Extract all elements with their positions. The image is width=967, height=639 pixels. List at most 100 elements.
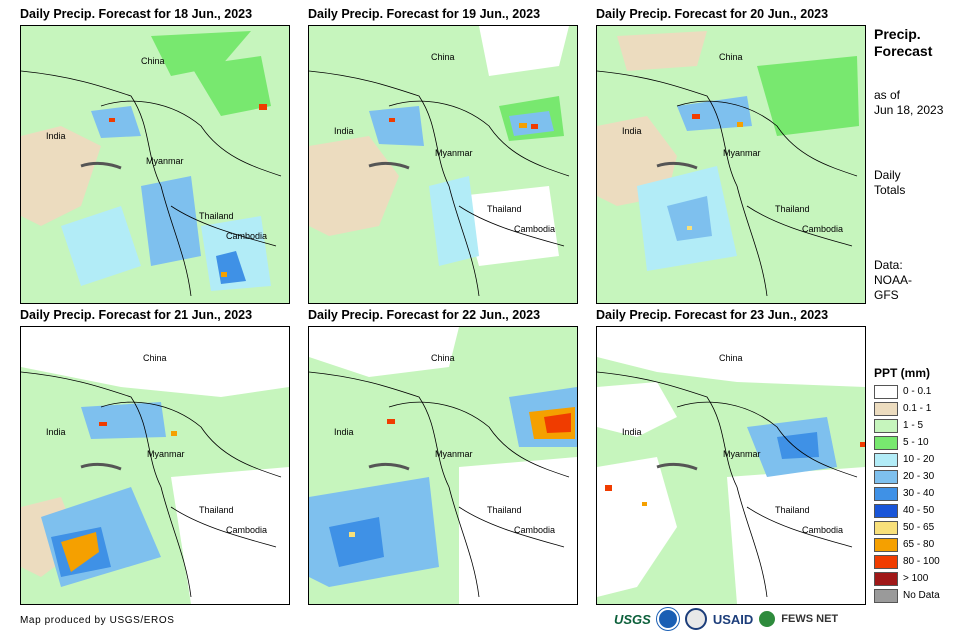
panel-title: Daily Precip. Forecast for 19 Jun., 2023 (308, 7, 541, 21)
legend-item: 20 - 30 (874, 468, 940, 485)
legend-label: No Data (903, 590, 940, 601)
sidebar-daily: Daily Totals (874, 168, 905, 198)
panel-title: Daily Precip. Forecast for 21 Jun., 2023 (20, 308, 253, 322)
legend-label: 10 - 20 (903, 454, 935, 465)
label-china: China (431, 52, 455, 62)
legend-swatch (874, 554, 898, 569)
label-cambodia: Cambodia (226, 525, 268, 535)
precip-map: China India Myanmar Thailand Cambodia (20, 25, 290, 304)
label-myanmar: Myanmar (435, 449, 473, 459)
label-cambodia: Cambodia (802, 224, 844, 234)
legend-swatch (874, 486, 898, 501)
label-india: India (622, 427, 642, 437)
legend-item: 50 - 65 (874, 519, 940, 536)
map-graphic (21, 26, 289, 303)
label-cambodia: Cambodia (514, 525, 556, 535)
label-thailand: Thailand (775, 505, 810, 515)
legend-item: No Data (874, 587, 940, 604)
data-line-1: Data: (874, 258, 903, 272)
label-cambodia: Cambodia (226, 231, 268, 241)
label-myanmar: Myanmar (723, 449, 761, 459)
legend-item: 5 - 10 (874, 434, 940, 451)
legend-item: 65 - 80 (874, 536, 940, 553)
map-graphic (309, 26, 577, 303)
label-india: India (334, 126, 354, 136)
legend-item: 80 - 100 (874, 553, 940, 570)
legend-item: 30 - 40 (874, 485, 940, 502)
label-china: China (431, 353, 455, 363)
label-thailand: Thailand (487, 204, 522, 214)
legend-label: 30 - 40 (903, 488, 935, 499)
asof-line-1: as of (874, 88, 901, 102)
legend-swatch (874, 452, 898, 467)
map-graphic (597, 327, 865, 604)
legend-label: > 100 (903, 573, 929, 584)
map-graphic (21, 327, 289, 604)
legend-title: PPT (mm) (874, 366, 931, 380)
legend-item: 10 - 20 (874, 451, 940, 468)
legend-swatch (874, 588, 898, 603)
label-china: China (143, 353, 167, 363)
legend-swatch (874, 469, 898, 484)
legend-swatch (874, 435, 898, 450)
logo-bar: USGS USAID FEWS NET (614, 608, 838, 630)
label-thailand: Thailand (199, 505, 234, 515)
legend-item: 0 - 0.1 (874, 383, 940, 400)
map-graphic (309, 327, 577, 604)
label-myanmar: Myanmar (723, 148, 761, 158)
legend: 0 - 0.1 0.1 - 1 1 - 5 5 - 10 10 - 20 20 … (874, 383, 940, 604)
label-myanmar: Myanmar (146, 156, 184, 166)
legend-item: > 100 (874, 570, 940, 587)
legend-item: 1 - 5 (874, 417, 940, 434)
legend-swatch (874, 520, 898, 535)
fews-globe-icon (759, 611, 776, 627)
panel-title: Daily Precip. Forecast for 20 Jun., 2023 (596, 7, 829, 21)
sidebar-asof: as of Jun 18, 2023 (874, 88, 943, 118)
title-line-1: Precip. (874, 26, 921, 42)
map-graphic (597, 26, 865, 303)
precip-map: China India Myanmar Thailand Cambodia (308, 25, 578, 304)
panel-title: Daily Precip. Forecast for 23 Jun., 2023 (596, 308, 829, 322)
daily-line-2: Totals (874, 183, 906, 197)
legend-item: 0.1 - 1 (874, 400, 940, 417)
legend-label: 0.1 - 1 (903, 403, 932, 414)
legend-swatch (874, 503, 898, 518)
noaa-logo-icon (656, 608, 679, 630)
label-india: India (622, 126, 642, 136)
sidebar-data: Data: NOAA- GFS (874, 258, 912, 303)
legend-label: 1 - 5 (903, 420, 924, 431)
label-cambodia: Cambodia (514, 224, 556, 234)
legend-swatch (874, 384, 898, 399)
usaid-logo: USAID (712, 611, 754, 627)
precip-map: China India Myanmar Thailand Cambodia (308, 326, 578, 605)
label-india: India (334, 427, 354, 437)
legend-label: 20 - 30 (903, 471, 935, 482)
legend-label: 5 - 10 (903, 437, 929, 448)
fewsnet-logo: FEWS NET (781, 613, 839, 625)
label-india: India (46, 427, 66, 437)
daily-line-1: Daily (874, 168, 901, 182)
panel-title: Daily Precip. Forecast for 22 Jun., 2023 (308, 308, 541, 322)
precip-map: China India Myanmar Thailand Cambodia (20, 326, 290, 605)
legend-label: 50 - 65 (903, 522, 935, 533)
label-thailand: Thailand (199, 211, 234, 221)
usgs-logo: USGS (614, 611, 651, 627)
precip-map: China India Myanmar Thailand Cambodia (596, 326, 866, 605)
label-china: China (719, 353, 743, 363)
label-myanmar: Myanmar (435, 148, 473, 158)
footer-credit: Map produced by USGS/EROS (20, 615, 175, 626)
label-thailand: Thailand (487, 505, 522, 515)
label-india: India (46, 131, 66, 141)
legend-swatch (874, 401, 898, 416)
label-thailand: Thailand (775, 204, 810, 214)
legend-label: 40 - 50 (903, 505, 935, 516)
data-line-3: GFS (874, 288, 899, 302)
legend-swatch (874, 537, 898, 552)
legend-label: 80 - 100 (903, 556, 940, 567)
label-china: China (719, 52, 743, 62)
label-china: China (141, 56, 165, 66)
legend-label: 0 - 0.1 (903, 386, 932, 397)
usda-seal-icon (684, 608, 707, 630)
panel-title: Daily Precip. Forecast for 18 Jun., 2023 (20, 7, 253, 21)
data-line-2: NOAA- (874, 273, 913, 287)
